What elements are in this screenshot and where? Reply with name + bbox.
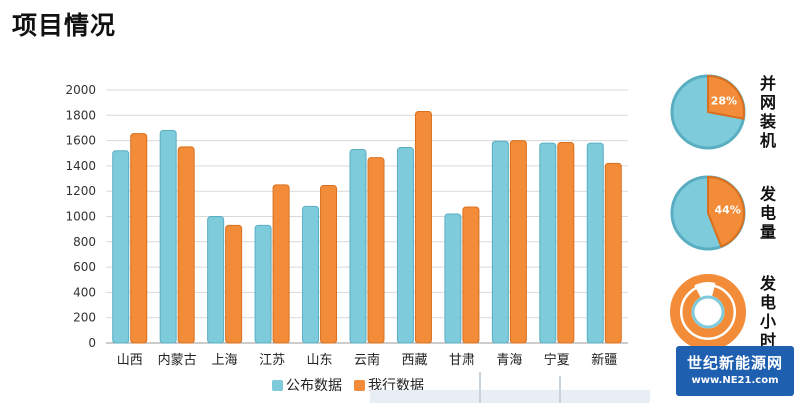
bar-ours-3 bbox=[272, 184, 290, 344]
bar-ours-6 bbox=[414, 111, 432, 344]
x-category-label: 上海 bbox=[212, 353, 238, 368]
watermark-url: www.NE21.com bbox=[691, 375, 779, 386]
y-tick-label: 1000 bbox=[65, 210, 96, 224]
y-tick-label: 600 bbox=[73, 260, 96, 274]
pie-label-char: 小 bbox=[760, 312, 776, 331]
pie-label-char: 量 bbox=[760, 223, 776, 242]
legend-label-0: 公布数据 bbox=[286, 378, 342, 394]
bar-published-1 bbox=[159, 129, 177, 344]
bar-published-10 bbox=[586, 142, 604, 344]
bar-published-7 bbox=[444, 213, 462, 344]
x-category-label: 新疆 bbox=[591, 352, 617, 368]
y-tick-label: 400 bbox=[73, 285, 96, 299]
pie-label-char: 电 bbox=[760, 293, 776, 312]
x-category-label: 西藏 bbox=[401, 353, 427, 368]
pie-label-char: 发 bbox=[759, 274, 777, 293]
pie-label-char: 时 bbox=[760, 331, 776, 350]
y-tick-label: 1400 bbox=[65, 159, 96, 173]
y-tick-label: 1600 bbox=[65, 134, 96, 148]
pie-label-char: 电 bbox=[760, 204, 776, 223]
ring-center bbox=[691, 295, 725, 329]
pie-label-char: 发 bbox=[759, 185, 777, 204]
bar-published-9 bbox=[539, 142, 557, 344]
bar-ours-8 bbox=[509, 140, 527, 344]
pie-label-char: 并 bbox=[760, 74, 776, 93]
x-category-label: 云南 bbox=[354, 352, 380, 368]
y-tick-label: 1800 bbox=[65, 108, 96, 122]
bar-published-5 bbox=[349, 148, 367, 344]
y-axis-ticks: 0 200 400 600 800 1000 1200 1400 1600 1800 2000 bbox=[65, 83, 96, 350]
x-category-label: 宁夏 bbox=[544, 352, 570, 368]
x-category-label: 甘肃 bbox=[449, 353, 475, 368]
x-category-label: 内蒙古 bbox=[158, 352, 197, 368]
pie-label-char: 装 bbox=[759, 112, 776, 131]
x-category-label: 青海 bbox=[496, 353, 522, 368]
bars bbox=[112, 111, 622, 344]
x-category-label: 山西 bbox=[117, 353, 143, 368]
bar-ours-4 bbox=[320, 185, 338, 344]
x-category-label: 山东 bbox=[307, 353, 333, 368]
pie-value-label: 44% bbox=[715, 204, 741, 217]
bar-published-0 bbox=[112, 150, 130, 344]
bar-ours-2 bbox=[225, 224, 243, 344]
bar-ours-10 bbox=[604, 162, 622, 344]
legend-swatch-1 bbox=[354, 380, 365, 391]
bar-published-8 bbox=[491, 140, 509, 344]
y-tick-label: 1200 bbox=[65, 184, 96, 198]
bar-published-3 bbox=[254, 224, 272, 344]
pie-slice-main-0 bbox=[707, 74, 745, 120]
pie-label-char: 网 bbox=[760, 93, 776, 112]
pie-label-char: 机 bbox=[760, 131, 776, 150]
x-axis-categories: 山西 内蒙古 上海 江苏 山东 云南 西藏 甘肃 青海 宁夏 新疆 bbox=[117, 352, 618, 368]
bar-ours-7 bbox=[462, 206, 480, 344]
bar-published-6 bbox=[396, 147, 414, 344]
background-scenery bbox=[370, 372, 650, 403]
pie-value-label: 28% bbox=[711, 95, 737, 108]
y-tick-label: 200 bbox=[73, 311, 96, 325]
watermark-logo: 世纪新能源网 www.NE21.com bbox=[676, 346, 794, 396]
x-category-label: 江苏 bbox=[259, 352, 285, 368]
page-title: 项目情况 bbox=[12, 11, 117, 40]
bar-published-4 bbox=[302, 205, 320, 344]
pie-slice-main-1 bbox=[707, 175, 745, 248]
y-tick-label: 800 bbox=[73, 235, 96, 249]
ring-outer bbox=[670, 274, 746, 350]
y-tick-label: 0 bbox=[88, 336, 96, 350]
bar-ours-1 bbox=[177, 146, 195, 344]
legend-swatch-0 bbox=[272, 380, 283, 391]
bar-ours-5 bbox=[367, 157, 385, 344]
y-tick-label: 2000 bbox=[65, 83, 96, 97]
watermark-name: 世纪新能源网 bbox=[686, 354, 783, 372]
bar-ours-9 bbox=[557, 141, 575, 344]
bar-published-2 bbox=[207, 216, 225, 344]
bar-ours-0 bbox=[130, 133, 148, 344]
